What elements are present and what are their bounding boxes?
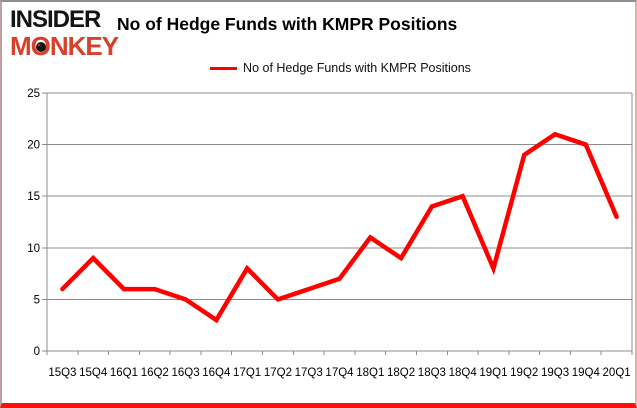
x-axis-label: 16Q2 <box>141 367 169 379</box>
logo-text-insider: INSIDER <box>10 6 101 33</box>
x-axis-label: 18Q3 <box>418 367 446 379</box>
x-axis-label: 18Q2 <box>387 367 415 379</box>
insider-monkey-logo: INSIDER MONKEY <box>10 6 119 61</box>
x-axis-label: 19Q4 <box>572 367 601 379</box>
x-axis-label: 19Q1 <box>479 367 507 379</box>
x-axis-label: 19Q3 <box>541 367 569 379</box>
x-axis-label: 15Q4 <box>79 367 108 379</box>
logo-text-monkey: MONKEY <box>10 31 119 61</box>
x-axis-label: 17Q1 <box>233 367 261 379</box>
y-axis-label: 15 <box>27 191 40 203</box>
x-axis-label: 15Q3 <box>48 367 76 379</box>
x-axis-label: 16Q3 <box>171 367 199 379</box>
x-axis-label: 16Q4 <box>202 367 231 379</box>
x-axis-label: 16Q1 <box>110 367 138 379</box>
legend: No of Hedge Funds with KMPR Positions <box>24 61 635 75</box>
x-axis-label: 20Q1 <box>603 367 631 379</box>
series-line <box>60 131 619 324</box>
y-axis-label: 0 <box>34 346 40 358</box>
y-axis-label: 25 <box>27 88 40 100</box>
monkey-face-icon <box>36 42 46 52</box>
x-axis-label: 18Q1 <box>356 367 384 379</box>
page-title: No of Hedge Funds with KMPR Positions <box>117 14 458 34</box>
x-axis-label: 18Q4 <box>449 367 478 379</box>
x-axis-label: 17Q4 <box>325 367 354 379</box>
legend-label: No of Hedge Funds with KMPR Positions <box>243 61 471 75</box>
x-axis-label: 17Q2 <box>264 367 292 379</box>
y-axis-label: 5 <box>34 294 40 306</box>
legend-line-marker <box>210 66 238 70</box>
x-axis-label: 19Q2 <box>510 367 538 379</box>
x-axis-label: 17Q3 <box>295 367 323 379</box>
y-axis-label: 10 <box>27 243 40 255</box>
y-axis-label: 20 <box>27 140 40 152</box>
